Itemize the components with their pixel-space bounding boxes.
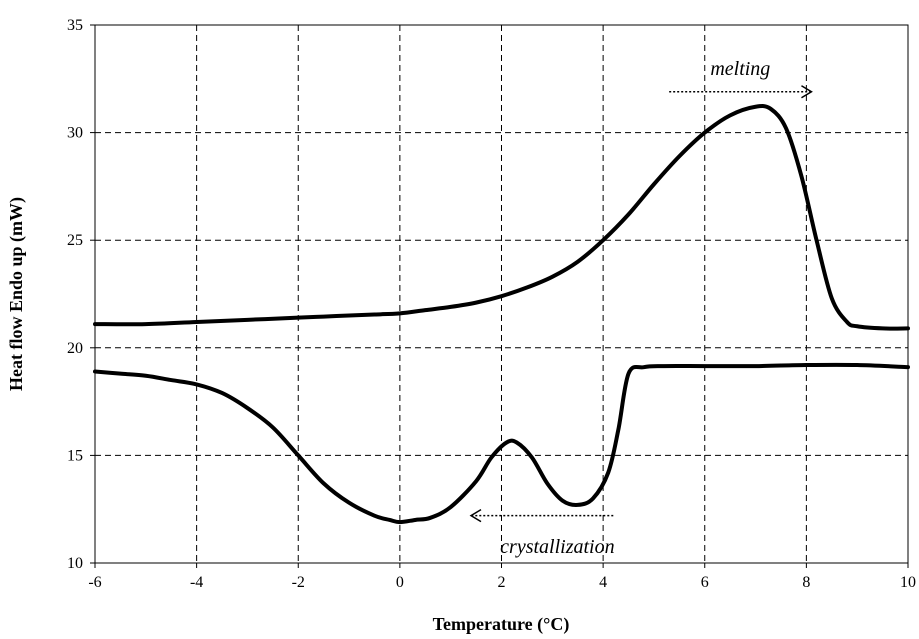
y-tick-label: 25 xyxy=(67,232,83,249)
y-tick-label: 10 xyxy=(67,555,83,572)
y-tick-label: 30 xyxy=(67,125,83,142)
x-tick-label: 2 xyxy=(498,574,506,591)
x-tick-label: -2 xyxy=(292,574,305,591)
x-tick-label: 0 xyxy=(396,574,404,591)
series-lines xyxy=(93,104,910,525)
annotations: melting crystallization xyxy=(469,58,813,558)
x-tick-label: 6 xyxy=(701,574,709,591)
grid xyxy=(95,25,908,563)
y-tick-label: 15 xyxy=(67,447,83,464)
x-tick-label: 4 xyxy=(599,574,607,591)
y-tick-label: 35 xyxy=(67,17,83,34)
series-line-1 xyxy=(93,104,910,331)
x-axis-title: Temperature (°C) xyxy=(433,614,570,635)
annotation-label: melting xyxy=(710,58,770,80)
x-tick-label: 8 xyxy=(802,574,810,591)
x-tick-label: -6 xyxy=(88,574,101,591)
y-axis-title: Heat flow Endo up (mW) xyxy=(6,197,27,391)
x-tick-label: -4 xyxy=(190,574,203,591)
series-line-2 xyxy=(93,362,910,525)
x-tick-label: 10 xyxy=(900,574,916,591)
annotation-label: crystallization xyxy=(500,536,614,558)
y-tick-label: 20 xyxy=(67,340,83,357)
annotation-arrowhead xyxy=(469,509,482,523)
annotation-arrowhead xyxy=(801,85,813,99)
axis-ticks: -6 -4 -2 0 2 4 6 8 10 10 15 20 25 30 35 xyxy=(67,17,916,591)
